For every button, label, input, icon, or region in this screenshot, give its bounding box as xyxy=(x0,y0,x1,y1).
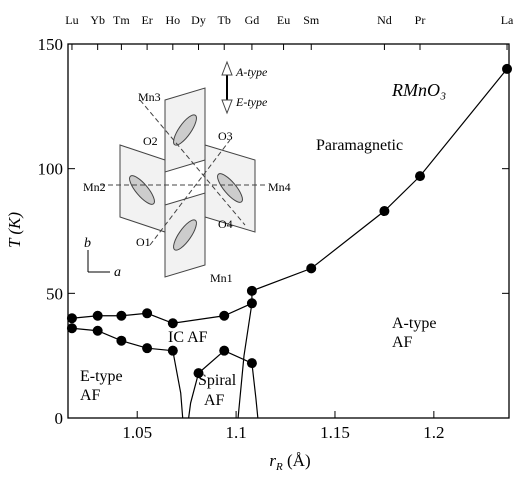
top-tick-label: Gd xyxy=(245,13,260,27)
top-tick-label: Sm xyxy=(303,13,320,27)
data-point xyxy=(142,343,152,353)
phase-label: A-type xyxy=(392,315,436,332)
y-tick-label: 100 xyxy=(38,160,64,179)
y-tick-label: 150 xyxy=(38,35,64,54)
x-tick-label: 1.05 xyxy=(122,423,152,442)
y-tick-label: 0 xyxy=(55,409,64,428)
inset-label: A-type xyxy=(235,65,268,79)
top-tick-label: Er xyxy=(141,13,152,27)
inset-arrow xyxy=(222,62,232,75)
phase-label: IC AF xyxy=(168,329,208,346)
series-line xyxy=(252,363,258,418)
compound-label: RMnO₃ xyxy=(391,80,446,100)
data-point xyxy=(219,311,229,321)
x-tick-label: 1.15 xyxy=(320,423,350,442)
phase-label: E-type xyxy=(80,368,123,385)
y-axis-label: T (K) xyxy=(5,212,24,248)
top-tick-label: Ho xyxy=(165,13,180,27)
phase-label: AF xyxy=(204,392,225,409)
inset-label: O4 xyxy=(218,217,233,231)
top-tick-label: Nd xyxy=(377,13,392,27)
data-point xyxy=(93,311,103,321)
data-point xyxy=(379,206,389,216)
chart: T (K) rR (Å) RMnO₃ Paramagnetic A-type A… xyxy=(0,0,515,475)
data-point xyxy=(168,318,178,328)
data-point xyxy=(116,311,126,321)
x-label-part: (Å) xyxy=(283,451,311,470)
top-tick-label: Lu xyxy=(65,13,78,27)
inset-label: Mn2 xyxy=(83,180,106,194)
inset-arrow xyxy=(222,100,232,113)
top-tick-label: Eu xyxy=(277,13,290,27)
top-tick-label: Yb xyxy=(90,13,105,27)
x-axis-label: rR (Å) xyxy=(269,451,310,473)
data-point xyxy=(306,263,316,273)
top-tick-label: Dy xyxy=(191,13,206,27)
top-tick-label: Tb xyxy=(218,13,231,27)
data-point xyxy=(93,326,103,336)
x-tick-label: 1.1 xyxy=(225,423,246,442)
y-tick-label: 50 xyxy=(46,284,63,303)
inset-label: E-type xyxy=(235,95,268,109)
data-point xyxy=(116,336,126,346)
inset-label: Mn4 xyxy=(268,180,291,194)
data-point xyxy=(415,171,425,181)
phase-label: Paramagnetic xyxy=(316,137,403,154)
series-line xyxy=(173,351,183,418)
inset-label: O3 xyxy=(218,129,233,143)
inset-label: O1 xyxy=(136,235,151,249)
series-line xyxy=(189,373,199,418)
data-point xyxy=(67,323,77,333)
inset-label: Mn3 xyxy=(138,90,161,104)
data-point xyxy=(219,346,229,356)
x-tick-label: 1.2 xyxy=(423,423,444,442)
data-point xyxy=(67,313,77,323)
phase-label: AF xyxy=(80,387,101,404)
inset-label: Mn1 xyxy=(210,271,233,285)
inset-label: O2 xyxy=(143,134,158,148)
plot-frame xyxy=(68,44,509,418)
phase-label: AF xyxy=(392,334,413,351)
inset-label: a xyxy=(114,265,121,280)
data-point xyxy=(502,64,512,74)
data-point xyxy=(142,308,152,318)
top-tick-label: Tm xyxy=(113,13,130,27)
top-tick-label: Pr xyxy=(415,13,426,27)
annotations: RMnO₃ Paramagnetic A-type AF E-type AF I… xyxy=(80,80,446,409)
phase-label: Spiral xyxy=(198,372,237,389)
inset-label: b xyxy=(84,236,91,251)
top-tick-label: La xyxy=(501,13,514,27)
data-point xyxy=(247,286,257,296)
